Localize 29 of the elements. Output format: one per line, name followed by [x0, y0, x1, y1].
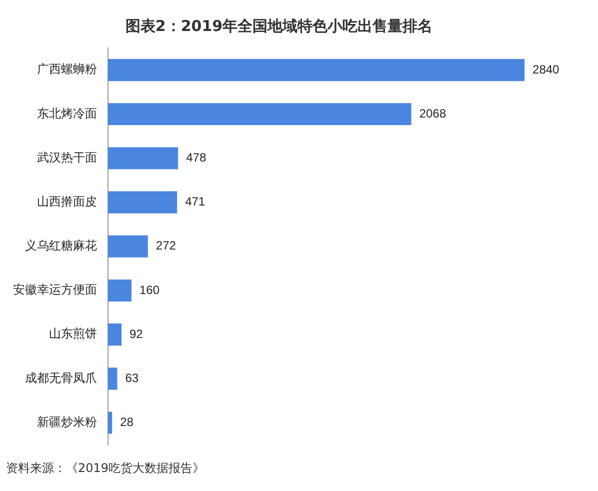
- bar: [108, 147, 178, 170]
- data-label: 478: [186, 150, 206, 165]
- bar: [108, 412, 112, 434]
- data-label: 28: [120, 415, 134, 430]
- chart-title: 图表2：2019年全国地域特色小吃出售量排名: [125, 16, 433, 35]
- data-label: 272: [156, 238, 176, 253]
- y-tick-label: 义乌红糖麻花: [25, 238, 97, 253]
- bar: [108, 59, 525, 82]
- bar: [108, 368, 118, 390]
- bar: [108, 103, 412, 126]
- y-tick-label: 山西擀面皮: [37, 194, 97, 208]
- y-tick-label: 武汉热干面: [37, 150, 97, 164]
- y-tick-label: 广西螺蛳粉: [37, 62, 97, 76]
- y-tick-label: 东北烤冷面: [37, 106, 97, 120]
- text: 资料来源：《2019吃货大数据报告》: [6, 460, 205, 477]
- data-label: 2840: [532, 62, 560, 76]
- data-label: 160: [139, 282, 160, 297]
- data-label: 2068: [419, 106, 446, 120]
- y-tick-label: 新疆炒米粉: [37, 414, 97, 429]
- y-tick-label: 安徽幸运方便面: [13, 282, 97, 297]
- data-label: 471: [185, 194, 206, 209]
- bar: [108, 324, 122, 346]
- data-label: 63: [125, 370, 139, 385]
- bar: [108, 279, 132, 302]
- data-label: 92: [129, 326, 144, 341]
- bar: [108, 191, 178, 214]
- bar: [108, 235, 148, 258]
- y-tick-label: 成都无骨凤爪: [25, 370, 97, 385]
- y-tick-label: 山东煎饼: [49, 326, 97, 341]
